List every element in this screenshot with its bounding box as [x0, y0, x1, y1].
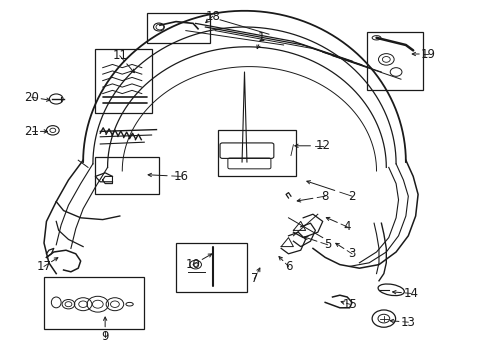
Text: 16: 16 — [173, 170, 188, 183]
Text: 10: 10 — [185, 258, 200, 271]
Text: 12: 12 — [315, 139, 329, 152]
Bar — [95, 49, 151, 113]
Text: 2: 2 — [347, 190, 355, 203]
Bar — [146, 13, 210, 43]
Text: 19: 19 — [420, 48, 434, 60]
Text: 21: 21 — [24, 125, 39, 138]
Text: 20: 20 — [24, 91, 39, 104]
Text: 13: 13 — [400, 316, 415, 329]
Text: 4: 4 — [343, 220, 350, 233]
Text: 11: 11 — [112, 49, 127, 62]
Bar — [44, 277, 144, 329]
Bar — [176, 243, 246, 292]
Bar — [217, 130, 295, 176]
Text: 8: 8 — [321, 190, 328, 203]
Text: 7: 7 — [250, 273, 258, 285]
Text: 1: 1 — [257, 31, 265, 44]
Text: 15: 15 — [342, 298, 356, 311]
Bar — [366, 32, 422, 90]
Text: 3: 3 — [347, 247, 355, 260]
Text: 6: 6 — [284, 260, 292, 273]
Bar — [95, 157, 159, 194]
Text: 5: 5 — [323, 238, 331, 251]
Text: 18: 18 — [205, 10, 220, 23]
Text: 14: 14 — [403, 287, 417, 300]
Text: 17: 17 — [37, 260, 51, 273]
Text: 9: 9 — [101, 330, 109, 343]
